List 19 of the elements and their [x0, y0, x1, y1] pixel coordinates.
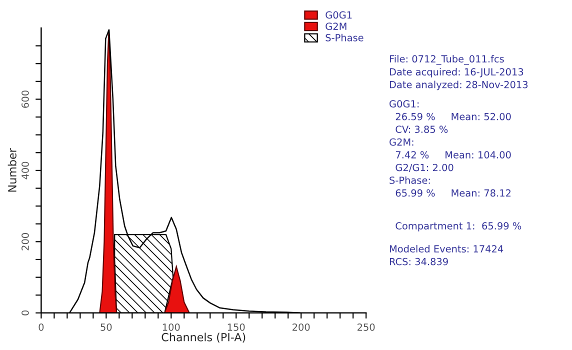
x-tick-label: 50 — [100, 323, 112, 331]
y-axis-title: Number — [8, 148, 16, 192]
x-tick-label: 150 — [228, 323, 245, 331]
y-tick-label: 200 — [22, 233, 29, 250]
y-tick-label: 600 — [22, 90, 29, 108]
x-axis-title: Channels (PI-A) — [162, 332, 246, 343]
y-tick-label: 0 — [22, 310, 29, 316]
text: File: 0712_Tube_011.fcs Date acquired: 16-JUL-2013 Date analyzed: 28-Nov-2013 — [390, 55, 528, 90]
x-tick-label: 200 — [292, 323, 310, 331]
x-tick-label: 250 — [358, 323, 375, 331]
x-tick-label: 0 — [38, 323, 44, 331]
text: Modeled Events: 17424 RCS: 34.839 — [390, 245, 504, 266]
legend-label: G2M — [326, 22, 346, 30]
legend-label: S-Phase — [326, 34, 364, 42]
y-tick-label: 400 — [22, 162, 29, 180]
text: Compartment 1: 65.99 % — [396, 222, 522, 232]
legend-label: G0G1 — [326, 11, 352, 19]
text: G0G1: 26.59 % Mean: 52.00 CV: 3.85 % G2M: 7.42 % Mean: 104.00 G2/G1: 2.00 S-Phase: 65.99 % Mean: 78.12 — [390, 100, 511, 197]
x-tick-label: 100 — [162, 323, 180, 331]
